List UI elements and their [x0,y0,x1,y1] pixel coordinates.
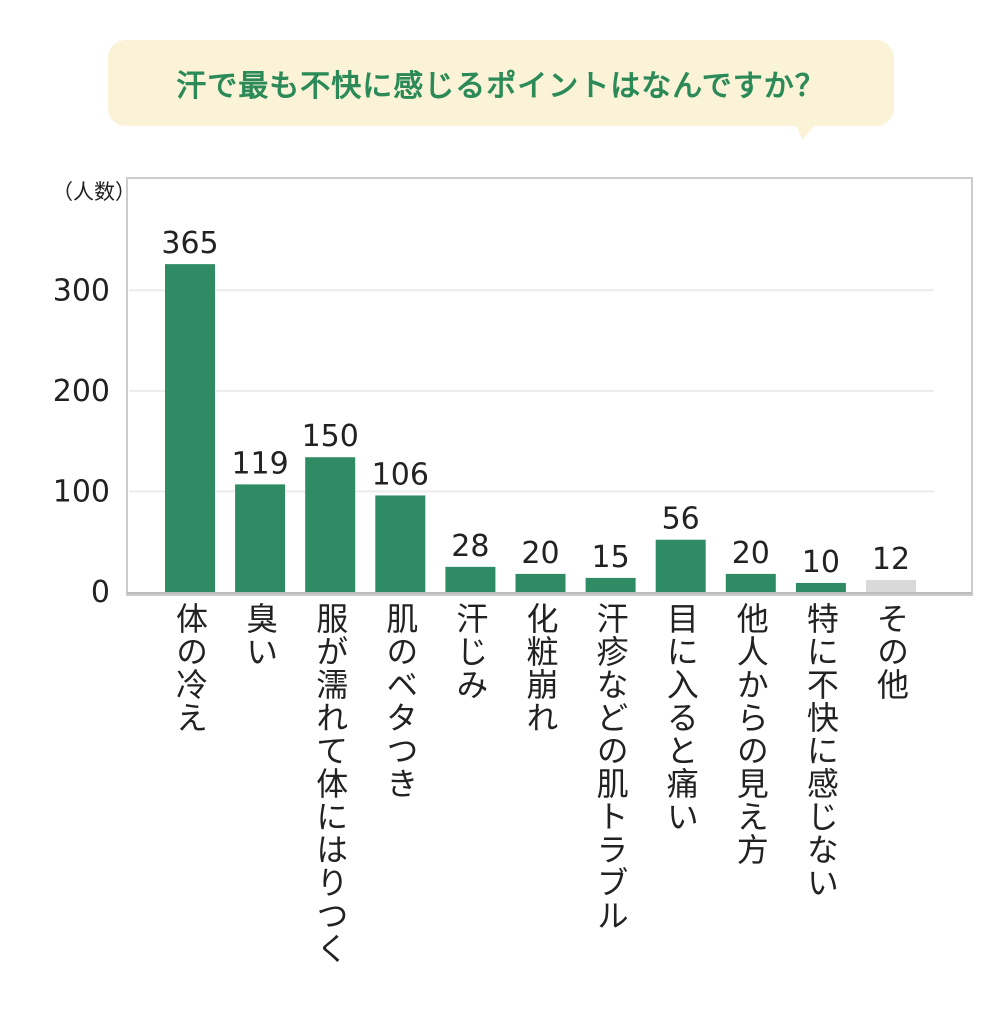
y-tick-label: 300 [53,273,110,308]
value-label: 15 [592,540,630,575]
category-label: 体の冷え [171,602,209,734]
category-label: 服が濡れて体にはりつく [311,602,349,965]
value-label: 20 [732,536,770,571]
value-label: 56 [662,502,700,537]
category-label: 目に入ると痛い [662,602,700,833]
value-label: 20 [521,536,559,571]
category-label: 汗じみ [451,602,489,701]
category-label: 肌のベタつき [381,602,419,800]
y-tick-label: 200 [53,374,110,409]
bar [305,457,356,592]
y-tick-label: 100 [53,474,110,509]
value-label: 12 [872,542,910,577]
bar [515,573,566,592]
value-label: 10 [802,545,840,580]
bar [375,495,426,592]
bar [445,566,496,592]
y-tick-label: 0 [91,575,110,610]
y-axis-ticks: 0 100 200 300 [53,273,110,610]
category-labels: 体の冷え 臭い 服が濡れて体にはりつく 肌のベタつき 汗じみ 化粧崩れ 汗疹などの肌トラブル… [171,602,910,965]
bar [165,264,215,592]
category-label: 化粧崩れ [522,602,560,734]
bar [235,484,286,592]
bars [127,264,972,594]
y-axis-label: （人数） [52,180,136,204]
value-label: 365 [161,226,218,261]
bar [725,573,776,592]
title-bubble [108,40,894,126]
category-label: その他 [872,602,910,701]
value-labels: 365 119 150 106 28 20 15 56 20 10 12 [161,226,910,580]
value-label: 106 [372,457,429,492]
title-bubble-tail [796,124,816,140]
bar [795,582,846,592]
chart-title: 汗で最も不快に感じるポイントはなんですか？ [176,69,826,104]
bar [655,539,706,592]
value-label: 119 [231,446,288,481]
category-label: 他人からの見え方 [732,602,770,866]
value-label: 150 [302,419,359,454]
category-label: 汗疹などの肌トラブル [592,602,630,932]
value-label: 28 [451,529,489,564]
bar [585,577,636,592]
category-label: 臭い [241,602,279,668]
category-label: 特に不快に感じない [802,602,840,899]
bar [866,579,916,592]
